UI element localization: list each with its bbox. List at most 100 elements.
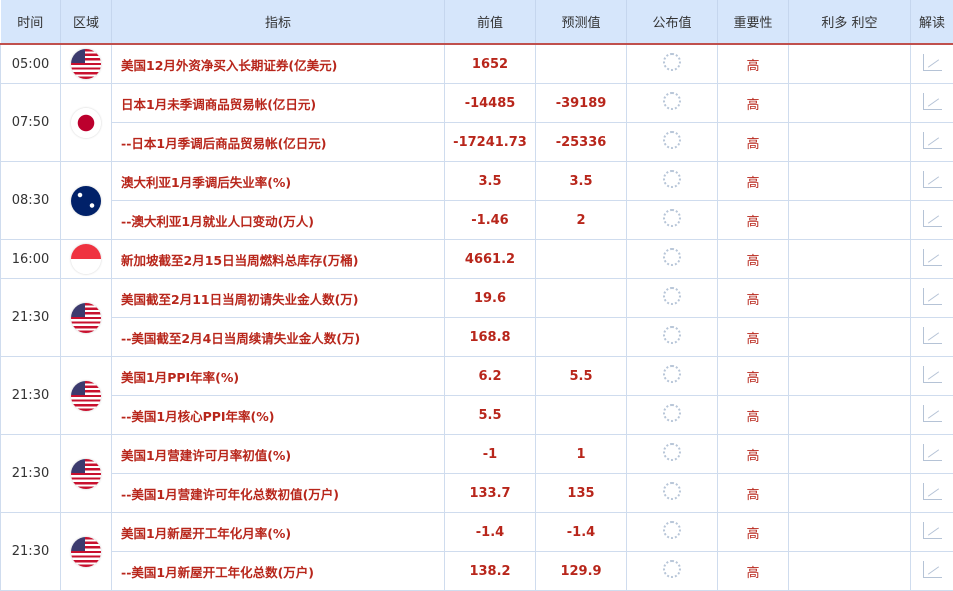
actual-value xyxy=(627,552,718,591)
actual-value xyxy=(627,279,718,318)
bull-bear xyxy=(789,162,911,201)
importance: 高 xyxy=(718,474,789,513)
interpretation[interactable] xyxy=(911,318,953,357)
forecast-value: 135 xyxy=(536,474,627,513)
loading-spinner-icon xyxy=(663,287,681,305)
loading-spinner-icon xyxy=(663,92,681,110)
interpretation[interactable] xyxy=(911,474,953,513)
bull-bear xyxy=(789,201,911,240)
loading-spinner-icon xyxy=(663,560,681,578)
indicator-name[interactable]: 新加坡截至2月15日当周燃料总库存(万桶) xyxy=(112,240,445,279)
previous-value: 19.6 xyxy=(445,279,536,318)
previous-value: 168.8 xyxy=(445,318,536,357)
bull-bear xyxy=(789,84,911,123)
interpretation[interactable] xyxy=(911,162,953,201)
chart-icon[interactable] xyxy=(923,210,942,227)
indicator-name[interactable]: --美国1月营建许可年化总数初值(万户) xyxy=(112,474,445,513)
previous-value: -1.4 xyxy=(445,513,536,552)
previous-value: 1652 xyxy=(445,44,536,84)
indicator-name[interactable]: --美国1月核心PPI年率(%) xyxy=(112,396,445,435)
actual-value xyxy=(627,84,718,123)
region xyxy=(61,44,112,84)
indicator-name[interactable]: 澳大利亚1月季调后失业率(%) xyxy=(112,162,445,201)
chart-icon[interactable] xyxy=(923,288,942,305)
us-flag-icon xyxy=(71,303,101,333)
forecast-value: 1 xyxy=(536,435,627,474)
previous-value: 5.5 xyxy=(445,396,536,435)
indicator-name[interactable]: --澳大利亚1月就业人口变动(万人) xyxy=(112,201,445,240)
interpretation[interactable] xyxy=(911,357,953,396)
actual-value xyxy=(627,123,718,162)
actual-value xyxy=(627,435,718,474)
interpretation[interactable] xyxy=(911,84,953,123)
loading-spinner-icon xyxy=(663,248,681,266)
interpretation[interactable] xyxy=(911,123,953,162)
interpretation[interactable] xyxy=(911,240,953,279)
indicator-name[interactable]: 美国1月PPI年率(%) xyxy=(112,357,445,396)
previous-value: 133.7 xyxy=(445,474,536,513)
importance: 高 xyxy=(718,513,789,552)
chart-icon[interactable] xyxy=(923,522,942,539)
actual-value xyxy=(627,357,718,396)
forecast-value: 5.5 xyxy=(536,357,627,396)
us-flag-icon xyxy=(71,459,101,489)
loading-spinner-icon xyxy=(663,326,681,344)
chart-icon[interactable] xyxy=(923,483,942,500)
indicator-name[interactable]: 美国1月营建许可月率初值(%) xyxy=(112,435,445,474)
actual-value xyxy=(627,44,718,84)
interpretation[interactable] xyxy=(911,201,953,240)
us-flag-icon xyxy=(71,49,101,79)
bull-bear xyxy=(789,357,911,396)
column-header: 公布值 xyxy=(627,0,718,44)
singapore-flag-icon xyxy=(71,244,101,274)
chart-icon[interactable] xyxy=(923,132,942,149)
column-header: 前值 xyxy=(445,0,536,44)
event-time: 05:00 xyxy=(1,44,61,84)
interpretation[interactable] xyxy=(911,44,953,84)
australia-flag-icon xyxy=(71,186,101,216)
importance: 高 xyxy=(718,123,789,162)
chart-icon[interactable] xyxy=(923,171,942,188)
forecast-value: 2 xyxy=(536,201,627,240)
interpretation[interactable] xyxy=(911,279,953,318)
event-time: 21:30 xyxy=(1,435,61,513)
importance: 高 xyxy=(718,240,789,279)
indicator-name[interactable]: --美国截至2月4日当周续请失业金人数(万) xyxy=(112,318,445,357)
actual-value xyxy=(627,396,718,435)
chart-icon[interactable] xyxy=(923,366,942,383)
region xyxy=(61,435,112,513)
previous-value: 3.5 xyxy=(445,162,536,201)
chart-icon[interactable] xyxy=(923,54,942,71)
forecast-value: -39189 xyxy=(536,84,627,123)
indicator-name[interactable]: --美国1月新屋开工年化总数(万户) xyxy=(112,552,445,591)
indicator-name[interactable]: 日本1月未季调商品贸易帐(亿日元) xyxy=(112,84,445,123)
chart-icon[interactable] xyxy=(923,444,942,461)
column-header: 重要性 xyxy=(718,0,789,44)
interpretation[interactable] xyxy=(911,552,953,591)
indicator-name[interactable]: 美国12月外资净买入长期证券(亿美元) xyxy=(112,44,445,84)
chart-icon[interactable] xyxy=(923,405,942,422)
previous-value: -17241.73 xyxy=(445,123,536,162)
indicator-name[interactable]: 美国1月新屋开工年化月率(%) xyxy=(112,513,445,552)
interpretation[interactable] xyxy=(911,396,953,435)
event-time: 21:30 xyxy=(1,279,61,357)
indicator-name[interactable]: --日本1月季调后商品贸易帐(亿日元) xyxy=(112,123,445,162)
chart-icon[interactable] xyxy=(923,249,942,266)
chart-icon[interactable] xyxy=(923,327,942,344)
interpretation[interactable] xyxy=(911,513,953,552)
chart-icon[interactable] xyxy=(923,93,942,110)
indicator-name[interactable]: 美国截至2月11日当周初请失业金人数(万) xyxy=(112,279,445,318)
importance: 高 xyxy=(718,84,789,123)
bull-bear xyxy=(789,474,911,513)
bull-bear xyxy=(789,279,911,318)
forecast-value xyxy=(536,240,627,279)
interpretation[interactable] xyxy=(911,435,953,474)
chart-icon[interactable] xyxy=(923,561,942,578)
